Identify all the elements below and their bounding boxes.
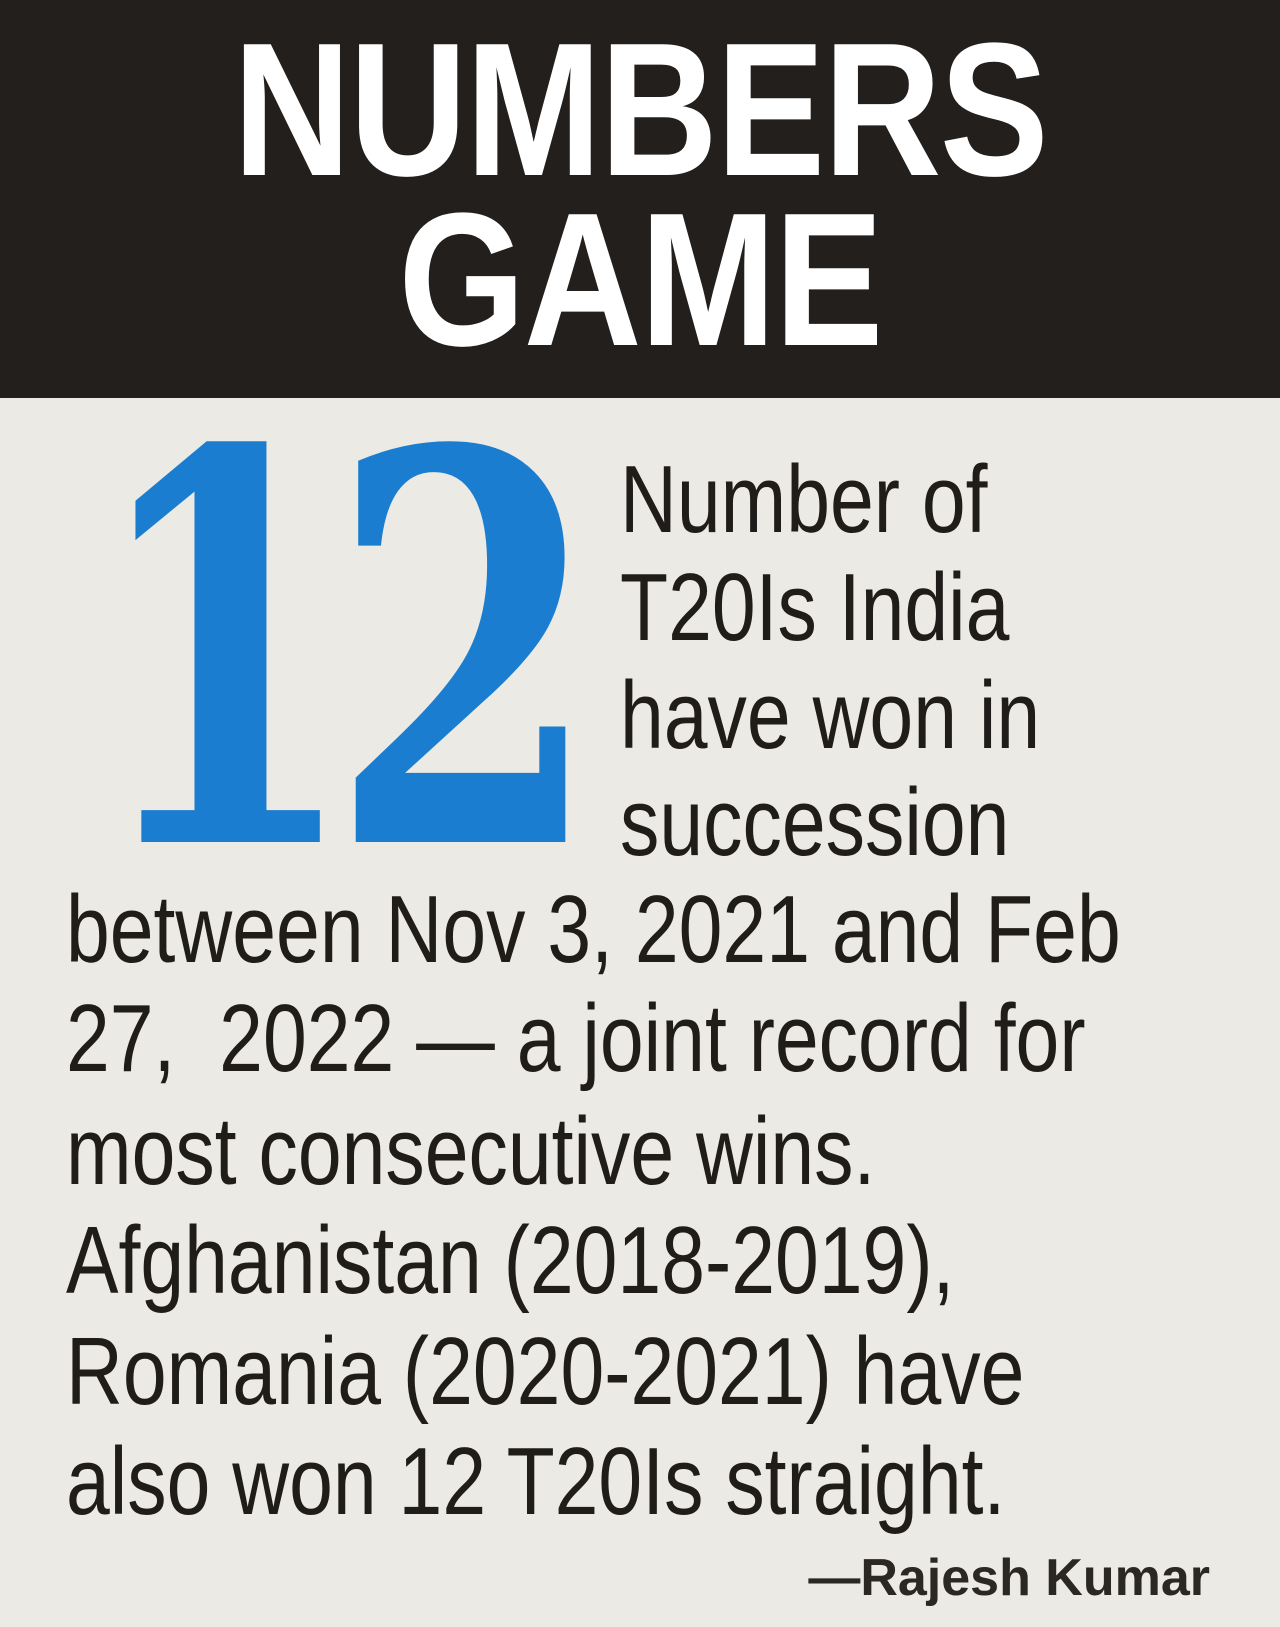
body-text-line: also won 12 T20Is straight. bbox=[66, 1428, 1006, 1535]
side-text-line: succession bbox=[620, 769, 1010, 876]
body-text-line: Romania (2020-2021) have bbox=[66, 1318, 1025, 1425]
body-text-line: between Nov 3, 2021 and Feb bbox=[66, 876, 1121, 983]
body-text-line: 27, 2022 — a joint record for bbox=[66, 985, 1086, 1092]
header-banner: NUMBERS GAME bbox=[0, 0, 1280, 398]
byline: —Rajesh Kumar bbox=[808, 1549, 1210, 1607]
side-text-line: Number of bbox=[620, 446, 988, 553]
big-number: 12 bbox=[88, 336, 600, 970]
side-text-line: have won in bbox=[620, 662, 1041, 769]
title-line-1: NUMBERS bbox=[232, 4, 1049, 216]
body-text-line: most consecutive wins. bbox=[66, 1098, 876, 1205]
title-line-2: GAME bbox=[398, 174, 883, 386]
body-text-line: Afghanistan (2018-2019), bbox=[66, 1207, 955, 1314]
side-text-line: T20Is India bbox=[620, 554, 1010, 661]
